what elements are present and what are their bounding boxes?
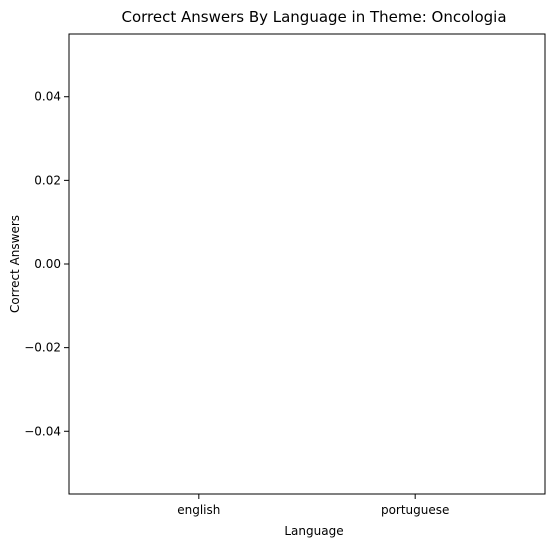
x-axis-label: Language xyxy=(284,524,343,538)
y-tick-label: −0.04 xyxy=(24,424,61,438)
y-tick-label: 0.04 xyxy=(34,90,61,104)
x-tick-label: portuguese xyxy=(381,503,449,517)
x-tick-label: english xyxy=(177,503,220,517)
y-axis-label: Correct Answers xyxy=(8,215,22,313)
y-tick-label: 0.00 xyxy=(34,257,61,271)
y-tick-label: 0.02 xyxy=(34,173,61,187)
x-axis: english portuguese xyxy=(177,494,449,517)
y-tick-label: −0.02 xyxy=(24,341,61,355)
chart-title: Correct Answers By Language in Theme: On… xyxy=(121,8,506,26)
y-axis: 0.04 0.02 0.00 −0.02 −0.04 xyxy=(24,90,69,438)
plot-area xyxy=(68,33,546,495)
